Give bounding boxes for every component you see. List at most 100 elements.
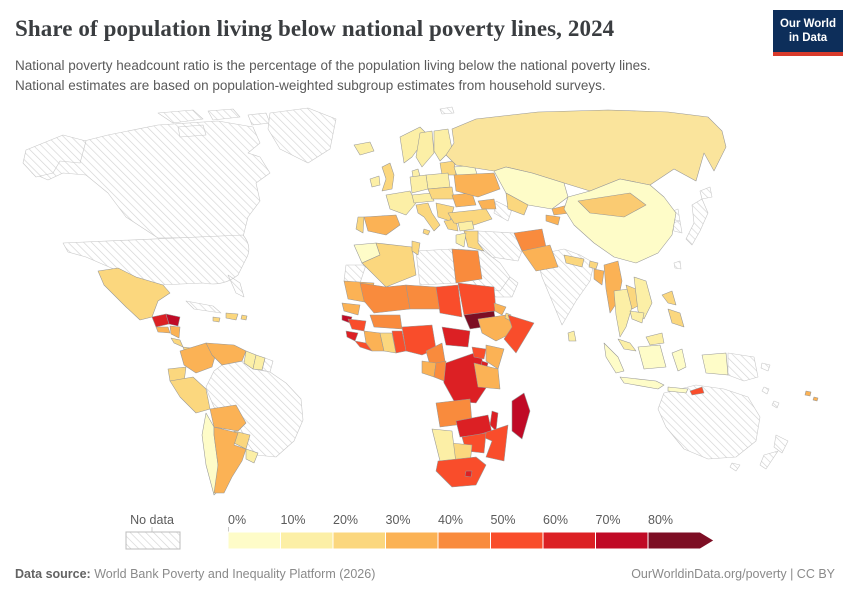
country-sri-lanka[interactable]	[567, 330, 577, 342]
country-lesotho[interactable]	[464, 470, 473, 478]
country-costa-rica[interactable]	[170, 337, 184, 348]
country-malaysia[interactable]	[617, 332, 665, 352]
country-uzbekistan[interactable]	[505, 192, 529, 216]
country-indonesia[interactable]	[603, 342, 729, 394]
country-china[interactable]	[563, 178, 677, 264]
country-el-salvador[interactable]	[155, 326, 171, 334]
legend-bin-40-50[interactable]	[437, 531, 491, 550]
country-central-europe[interactable]	[411, 192, 435, 204]
country-iceland[interactable]	[353, 141, 375, 156]
country-pakistan[interactable]	[521, 244, 559, 272]
country-cote-divoire[interactable]	[363, 330, 385, 352]
country-honduras[interactable]	[165, 313, 181, 327]
country-taiwan[interactable]	[673, 260, 682, 270]
country-cuba[interactable]	[185, 300, 222, 314]
country-poland[interactable]	[425, 172, 451, 190]
country-spain[interactable]	[363, 214, 401, 236]
world-map	[8, 104, 842, 504]
country-guinea[interactable]	[347, 318, 367, 332]
country-portugal[interactable]	[355, 216, 365, 234]
country-germany[interactable]	[409, 174, 429, 194]
country-kenya[interactable]	[485, 344, 505, 370]
country-venezuela[interactable]	[205, 342, 247, 366]
country-congo[interactable]	[433, 360, 447, 382]
country-burkina-faso[interactable]	[369, 314, 403, 330]
legend-tick-70: 70%	[596, 513, 621, 527]
country-papua-new-guinea[interactable]	[727, 352, 771, 382]
country-malawi[interactable]	[489, 410, 499, 432]
country-czech-hungary[interactable]	[427, 186, 455, 200]
legend-svg: No data 0% 10% 20% 30% 40% 50% 60% 70% 8…	[125, 513, 715, 550]
country-peru[interactable]	[169, 376, 211, 414]
country-libya[interactable]	[415, 248, 457, 286]
country-niger[interactable]	[405, 284, 441, 310]
country-argentina[interactable]	[213, 426, 247, 494]
country-alaska[interactable]	[22, 134, 87, 178]
legend-bin-0-10[interactable]	[227, 531, 281, 550]
country-bolivia[interactable]	[209, 404, 247, 432]
country-sudan[interactable]	[457, 282, 497, 316]
legend-bin-50-60[interactable]	[490, 531, 544, 550]
country-senegal[interactable]	[341, 302, 361, 316]
country-mongolia[interactable]	[577, 192, 647, 218]
legend-tick-50: 50%	[491, 513, 516, 527]
legend-bin-20-30[interactable]	[332, 531, 386, 550]
country-ukraine[interactable]	[453, 172, 501, 198]
owid-link[interactable]: OurWorldinData.org/poverty | CC BY	[631, 567, 835, 581]
country-tanzania[interactable]	[473, 362, 501, 390]
country-greenland[interactable]	[267, 107, 337, 164]
country-bangladesh[interactable]	[593, 268, 605, 286]
country-bhutan[interactable]	[588, 260, 599, 270]
country-iraq[interactable]	[463, 230, 485, 252]
country-nepal[interactable]	[563, 254, 585, 268]
country-caucasus[interactable]	[477, 198, 497, 210]
owid-logo[interactable]: Our World in Data	[773, 10, 843, 56]
country-south-africa[interactable]	[435, 456, 487, 488]
country-philippines[interactable]	[661, 290, 685, 328]
country-nicaragua[interactable]	[169, 325, 181, 339]
country-namibia[interactable]	[431, 428, 457, 464]
country-somalia[interactable]	[503, 314, 535, 354]
country-tajikistan[interactable]	[545, 214, 561, 226]
legend-bin-60-70[interactable]	[542, 531, 596, 550]
country-uruguay[interactable]	[245, 448, 259, 464]
country-ireland[interactable]	[369, 175, 381, 188]
country-france[interactable]	[385, 190, 417, 216]
country-eritrea[interactable]	[493, 302, 507, 316]
country-mexico[interactable]	[97, 267, 171, 321]
country-brazil[interactable]	[205, 360, 304, 458]
legend-bin-10-20[interactable]	[280, 531, 334, 550]
country-fiji[interactable]	[804, 390, 819, 402]
country-uk[interactable]	[381, 162, 395, 192]
legend-bin-30-40[interactable]	[385, 531, 439, 550]
country-timor-leste[interactable]	[689, 386, 705, 396]
country-pacific-islands[interactable]	[439, 106, 780, 409]
country-japan[interactable]	[685, 186, 713, 246]
country-mali[interactable]	[359, 282, 411, 314]
legend-no-data-swatch[interactable]	[125, 531, 181, 550]
country-syria[interactable]	[457, 220, 475, 232]
country-canada[interactable]	[31, 108, 271, 239]
country-new-zealand[interactable]	[759, 434, 789, 470]
country-jamaica[interactable]	[212, 316, 221, 323]
country-sweden[interactable]	[415, 130, 435, 168]
country-car[interactable]	[441, 326, 471, 348]
legend-bin-70-80[interactable]	[595, 531, 649, 550]
country-australia[interactable]	[657, 384, 761, 472]
country-gabon[interactable]	[421, 360, 437, 378]
country-hispaniola[interactable]	[225, 312, 248, 321]
country-cambodia[interactable]	[629, 310, 645, 324]
country-tunisia[interactable]	[411, 240, 421, 256]
country-chad[interactable]	[435, 284, 463, 318]
country-jordan-israel[interactable]	[455, 232, 467, 248]
country-sierra-leone[interactable]	[345, 330, 359, 342]
legend-bin-80-plus[interactable]	[647, 531, 715, 550]
country-vietnam[interactable]	[633, 276, 653, 320]
country-uganda[interactable]	[471, 346, 487, 360]
country-egypt[interactable]	[451, 248, 483, 284]
country-italy[interactable]	[415, 202, 441, 236]
country-western-sahara[interactable]	[343, 264, 367, 284]
country-madagascar[interactable]	[511, 392, 531, 440]
country-suriname[interactable]	[252, 354, 266, 371]
country-turkey[interactable]	[447, 208, 493, 226]
